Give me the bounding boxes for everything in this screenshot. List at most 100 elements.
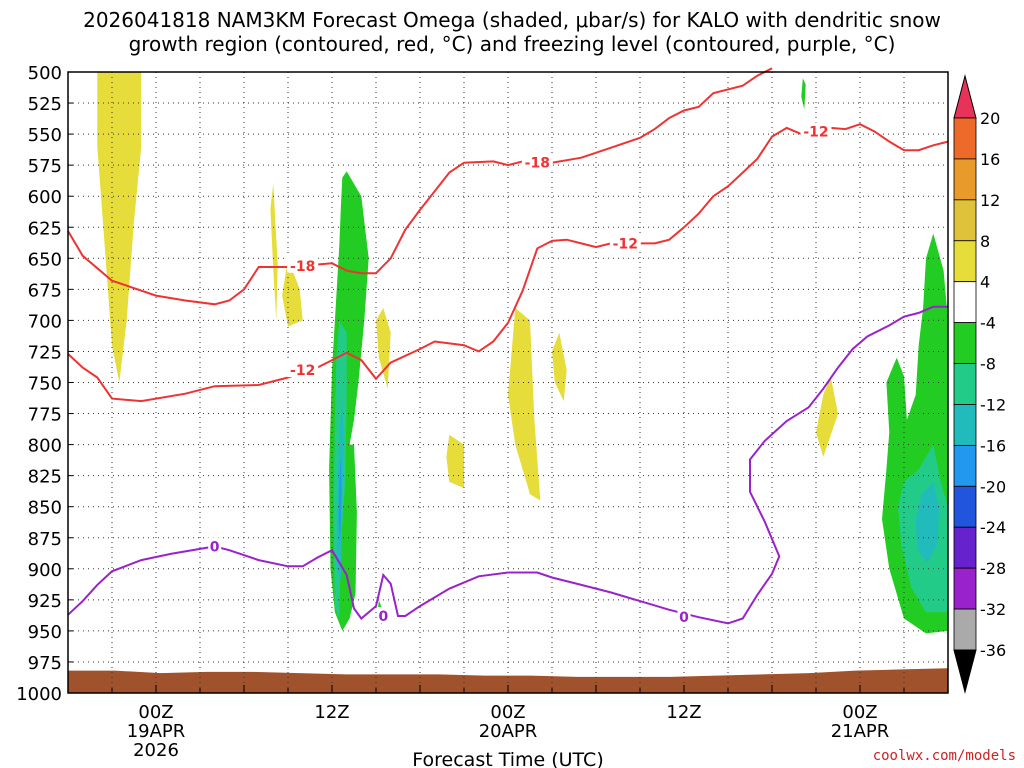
- omega-region: [816, 376, 838, 457]
- contour-label: -18: [525, 156, 550, 172]
- x-tick-year-label: 2026: [133, 740, 179, 761]
- contour-label-bg: [521, 153, 553, 170]
- contour-label-bg: [677, 608, 691, 625]
- colorbar-label: -28: [980, 559, 1006, 578]
- x-tick-date-label: 19APR: [127, 721, 186, 742]
- colorbar-label: -24: [980, 518, 1006, 537]
- colorbar-top-arrow: [953, 74, 977, 119]
- colorbar-label: 16: [980, 150, 1000, 169]
- colorbar-swatch: [953, 404, 977, 446]
- contour-label-bg: [800, 122, 832, 139]
- x-tick-date-label: 21APR: [831, 721, 890, 742]
- colorbar-swatch: [953, 240, 977, 283]
- colorbar-label: -12: [980, 395, 1006, 414]
- contour-label: 0: [210, 539, 220, 555]
- y-tick-label: 725: [28, 342, 62, 363]
- x-tick-label: 12Z: [314, 702, 349, 723]
- contour-label: -12: [290, 363, 315, 379]
- colorbar-swatch: [953, 444, 977, 487]
- y-tick-label: 875: [28, 529, 62, 550]
- x-tick-date-label: 20APR: [479, 721, 538, 742]
- omega-region: [376, 308, 391, 389]
- colorbar-swatch: [953, 526, 977, 569]
- chart-title-line2: growth region (contoured, red, °C) and f…: [128, 32, 896, 56]
- colorbar-label: 12: [980, 191, 1000, 210]
- colorbar-label: 4: [980, 273, 990, 292]
- omega-region: [552, 332, 567, 402]
- y-tick-label: 700: [28, 311, 62, 332]
- colorbar-swatch: [953, 363, 977, 405]
- colorbar-label: -4: [980, 314, 996, 333]
- colorbar-swatch: [953, 485, 977, 528]
- colorbar-label: -8: [980, 355, 996, 374]
- omega-region: [338, 457, 342, 544]
- omega-region: [915, 481, 940, 563]
- contour-label-bg: [208, 537, 222, 554]
- y-tick-label: 850: [28, 498, 62, 519]
- x-tick-label: 00Z: [490, 702, 525, 723]
- contour-line: [67, 123, 949, 403]
- colorbar-swatch: [953, 117, 977, 160]
- contour-label-bg: [287, 361, 319, 378]
- axes: 500 525 550 575 600 625 650 675 700 725 750 775 800 8…: [16, 63, 949, 761]
- contour-label-bg: [287, 256, 319, 273]
- colorbar-label: -20: [980, 477, 1006, 496]
- watermark: coolwx.com/models: [872, 748, 1016, 764]
- omega-region: [282, 258, 303, 327]
- colorbar-label: 20: [980, 109, 1000, 128]
- y-tick-label: 675: [28, 280, 62, 301]
- colorbar-swatch: [953, 199, 977, 242]
- contour-label: 0: [378, 609, 388, 625]
- chart-title-line1: 2026041818 NAM3KM Forecast Omega (shaded…: [83, 8, 941, 32]
- terrain-surface: [68, 668, 948, 693]
- y-tick-label: 975: [28, 653, 62, 674]
- y-tick-label: 575: [28, 156, 62, 177]
- colorbar-swatch: [953, 608, 977, 651]
- colorbar-swatch: [953, 281, 977, 324]
- contour-line: [67, 67, 773, 306]
- contour-label-bg: [376, 606, 390, 623]
- y-tick-label: 950: [28, 622, 62, 643]
- y-tick-label: 750: [28, 374, 62, 395]
- omega-region: [801, 78, 806, 110]
- omega-region: [508, 308, 541, 501]
- y-tick-label: 525: [28, 94, 62, 115]
- contour-line: [67, 305, 948, 625]
- colorbar-label: -16: [980, 436, 1006, 455]
- contour-label: -12: [613, 236, 638, 252]
- y-tick-label: 925: [28, 591, 62, 612]
- x-tick-label: 00Z: [138, 702, 173, 723]
- y-tick-label: 800: [28, 436, 62, 457]
- contour-layer: -18 -18 -12 -12 -12 0 0 0: [67, 67, 949, 626]
- contour-label: -18: [290, 259, 315, 275]
- omega-region: [97, 72, 142, 383]
- y-tick-label: 1000: [16, 684, 62, 705]
- colorbar-label: -32: [980, 600, 1006, 619]
- y-tick-label: 650: [28, 249, 62, 270]
- colorbar-swatch: [953, 567, 977, 610]
- y-tick-label: 625: [28, 218, 62, 239]
- colorbar-label: 8: [980, 232, 990, 251]
- x-tick-label: 00Z: [842, 702, 877, 723]
- y-tick-label: 775: [28, 405, 62, 426]
- y-tick-label: 900: [28, 560, 62, 581]
- x-axis-label: Forecast Time (UTC): [412, 749, 603, 768]
- contour-label: 0: [679, 610, 689, 626]
- ground-layer: [68, 668, 948, 693]
- y-tick-label: 825: [28, 467, 62, 488]
- chart-title: 2026041818 NAM3KM Forecast Omega (shaded…: [0, 8, 1024, 56]
- colorbar-label: -36: [980, 641, 1006, 660]
- omega-region: [270, 183, 278, 321]
- omega-region: [446, 434, 464, 489]
- colorbar-swatch: [953, 158, 977, 201]
- colorbar: 20 16 12 8 4 -4 -8 -12 -16 -20 -24 -28 -32 -36: [953, 74, 1006, 694]
- omega-shading-layer: [97, 72, 948, 634]
- x-tick-label: 12Z: [666, 702, 701, 723]
- contour-label-bg: [609, 234, 641, 251]
- y-tick-label: 500: [28, 63, 62, 84]
- colorbar-bottom-arrow: [953, 649, 977, 694]
- y-tick-label: 550: [28, 125, 62, 146]
- y-tick-label: 600: [28, 187, 62, 208]
- contour-label: -12: [803, 125, 828, 141]
